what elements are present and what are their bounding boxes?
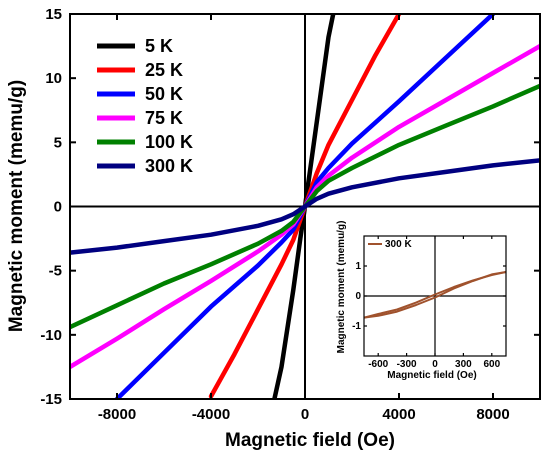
- main-y-tick-label: 15: [45, 6, 62, 23]
- main-legend-item: 100 K: [97, 132, 193, 152]
- main-legend-item: 75 K: [97, 108, 183, 128]
- main-plot-area: [70, 14, 540, 399]
- main-legend-item: 25 K: [97, 60, 183, 80]
- main-legend-item: 5 K: [97, 36, 173, 56]
- y-axis-title: Magnetic moment (memu/g): [6, 80, 27, 332]
- inset-legend-label: 300 K: [385, 239, 412, 250]
- main-y-tick-label: 10: [45, 70, 62, 87]
- main-x-tick-label: 0: [301, 406, 309, 423]
- main-y-tick-label: -15: [40, 391, 62, 408]
- main-x-tick-label: 4000: [382, 406, 415, 423]
- main-legend: 5 K 25 K 50 K 75 K 100 K 300 K: [97, 36, 193, 176]
- inset-legend-item: 300 K: [368, 239, 412, 250]
- main-y-tick-label: 5: [54, 134, 62, 151]
- main-y-tick-label: -5: [49, 263, 62, 280]
- inset-x-axis-title: Magnetic field (Oe): [387, 370, 476, 381]
- inset-chart: -600 -300 0 300 600 -1 0 1 300 K Magnetic field…: [336, 221, 510, 381]
- main-legend-label: 100 K: [145, 132, 193, 152]
- main-y-tick-label: -10: [40, 327, 62, 344]
- main-legend-label: 50 K: [145, 84, 183, 104]
- inset-x-tick-label: -600: [368, 359, 388, 370]
- inset-plot-area: [364, 236, 506, 356]
- inset-x-tick-label: -300: [397, 359, 417, 370]
- inset-axes: -600 -300 0 300 600 -1 0 1: [352, 235, 507, 370]
- main-legend-label: 25 K: [145, 60, 183, 80]
- inset-y-tick-label: -1: [352, 321, 361, 332]
- main-x-tick-label: -4000: [192, 406, 230, 423]
- main-legend-label: 300 K: [145, 156, 193, 176]
- main-legend-item: 300 K: [97, 156, 193, 176]
- main-series-300-k: [70, 158, 540, 255]
- main-legend-label: 75 K: [145, 108, 183, 128]
- inset-x-tick-label: 600: [483, 359, 500, 370]
- main-x-tick-label: 8000: [476, 406, 509, 423]
- inset-legend: 300 K: [368, 239, 412, 250]
- inset-y-tick-label: 1: [355, 261, 361, 272]
- inset-y-axis-title: Magnetic moment (memu/g): [336, 221, 347, 354]
- inset-y-tick-label: 0: [355, 291, 361, 302]
- main-y-tick-label: 0: [54, 199, 62, 216]
- inset-x-tick-label: 0: [432, 359, 438, 370]
- x-axis-title: Magnetic field (Oe): [225, 430, 395, 451]
- inset-x-tick-label: 300: [455, 359, 472, 370]
- inset-series-branch-1: [364, 271, 506, 319]
- main-legend-label: 5 K: [145, 36, 173, 56]
- main-x-tick-label: -8000: [98, 406, 136, 423]
- main-legend-item: 50 K: [97, 84, 183, 104]
